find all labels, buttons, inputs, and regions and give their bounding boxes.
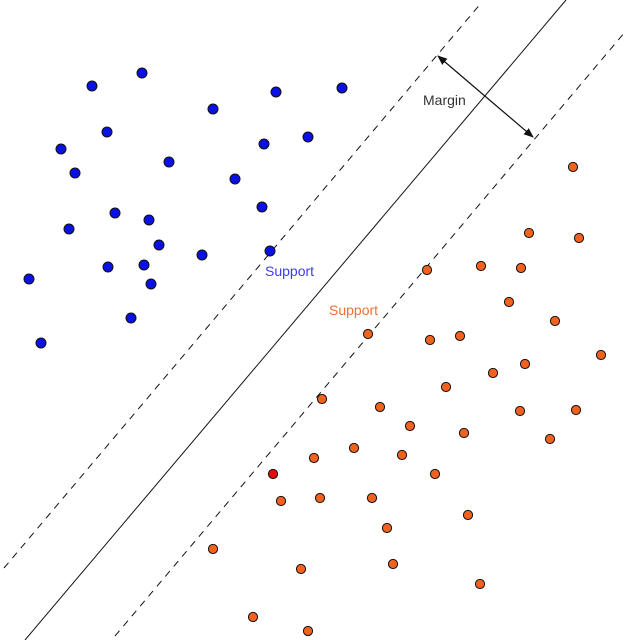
blue-data-point <box>143 214 155 226</box>
support-label-orange: Support <box>329 302 378 318</box>
blue-data-point <box>23 273 35 285</box>
orange-data-point <box>595 349 607 361</box>
orange-data-point <box>573 232 585 244</box>
blue-data-point <box>86 80 98 92</box>
orange-data-point <box>567 161 579 173</box>
orange-data-point <box>544 433 556 445</box>
orange-data-point <box>207 543 219 555</box>
blue-data-point <box>69 167 81 179</box>
orange-data-point <box>247 611 259 623</box>
blue-data-point <box>63 223 75 235</box>
orange-data-point <box>275 495 287 507</box>
orange-data-point <box>474 578 486 590</box>
blue-data-point <box>136 67 148 79</box>
orange-data-point <box>462 509 474 521</box>
blue-points-group <box>23 67 348 349</box>
orange-data-point <box>316 393 328 405</box>
orange-data-point <box>514 405 526 417</box>
blue-data-point <box>55 143 67 155</box>
blue-data-point <box>264 245 276 257</box>
orange-data-point <box>523 227 535 239</box>
red-points-group <box>267 468 279 480</box>
orange-data-point <box>396 449 408 461</box>
orange-data-point <box>302 625 314 637</box>
orange-data-point <box>519 358 531 370</box>
orange-data-point <box>503 296 515 308</box>
decision-boundary-line <box>24 0 567 640</box>
blue-data-point <box>207 103 219 115</box>
blue-data-point <box>336 82 348 94</box>
orange-data-point <box>475 260 487 272</box>
blue-data-point <box>109 207 121 219</box>
blue-data-point <box>258 138 270 150</box>
blue-data-point <box>196 249 208 261</box>
blue-data-point <box>153 239 165 251</box>
orange-data-point <box>429 468 441 480</box>
orange-data-point <box>549 315 561 327</box>
blue-data-point <box>229 173 241 185</box>
orange-data-point <box>295 563 307 575</box>
orange-data-point <box>458 427 470 439</box>
margin-arrow-right <box>485 96 534 138</box>
orange-points-group <box>207 161 607 637</box>
blue-data-point <box>138 259 150 271</box>
margin-label: Margin <box>423 92 466 108</box>
orange-data-point <box>404 420 416 432</box>
blue-data-point <box>101 126 113 138</box>
orange-data-point <box>515 262 527 274</box>
orange-data-point <box>440 381 452 393</box>
margin-arrow-left <box>437 55 487 98</box>
blue-data-point <box>145 278 157 290</box>
orange-data-point <box>314 492 326 504</box>
orange-data-point <box>421 264 433 276</box>
blue-data-point <box>35 337 47 349</box>
blue-data-point <box>102 261 114 273</box>
blue-data-point <box>163 156 175 168</box>
orange-data-point <box>454 330 466 342</box>
red-data-point <box>267 468 279 480</box>
support-label-blue: Support <box>265 263 314 279</box>
orange-data-point <box>362 328 374 340</box>
orange-data-point <box>487 367 499 379</box>
orange-data-point <box>387 558 399 570</box>
orange-data-point <box>348 442 360 454</box>
orange-data-point <box>366 492 378 504</box>
blue-data-point <box>270 86 282 98</box>
orange-data-point <box>570 404 582 416</box>
orange-data-point <box>381 522 393 534</box>
blue-data-point <box>256 201 268 213</box>
blue-data-point <box>125 312 137 324</box>
orange-data-point <box>308 452 320 464</box>
margin-line-upper <box>3 1 483 569</box>
blue-data-point <box>302 131 314 143</box>
orange-data-point <box>374 401 386 413</box>
orange-data-point <box>424 334 436 346</box>
